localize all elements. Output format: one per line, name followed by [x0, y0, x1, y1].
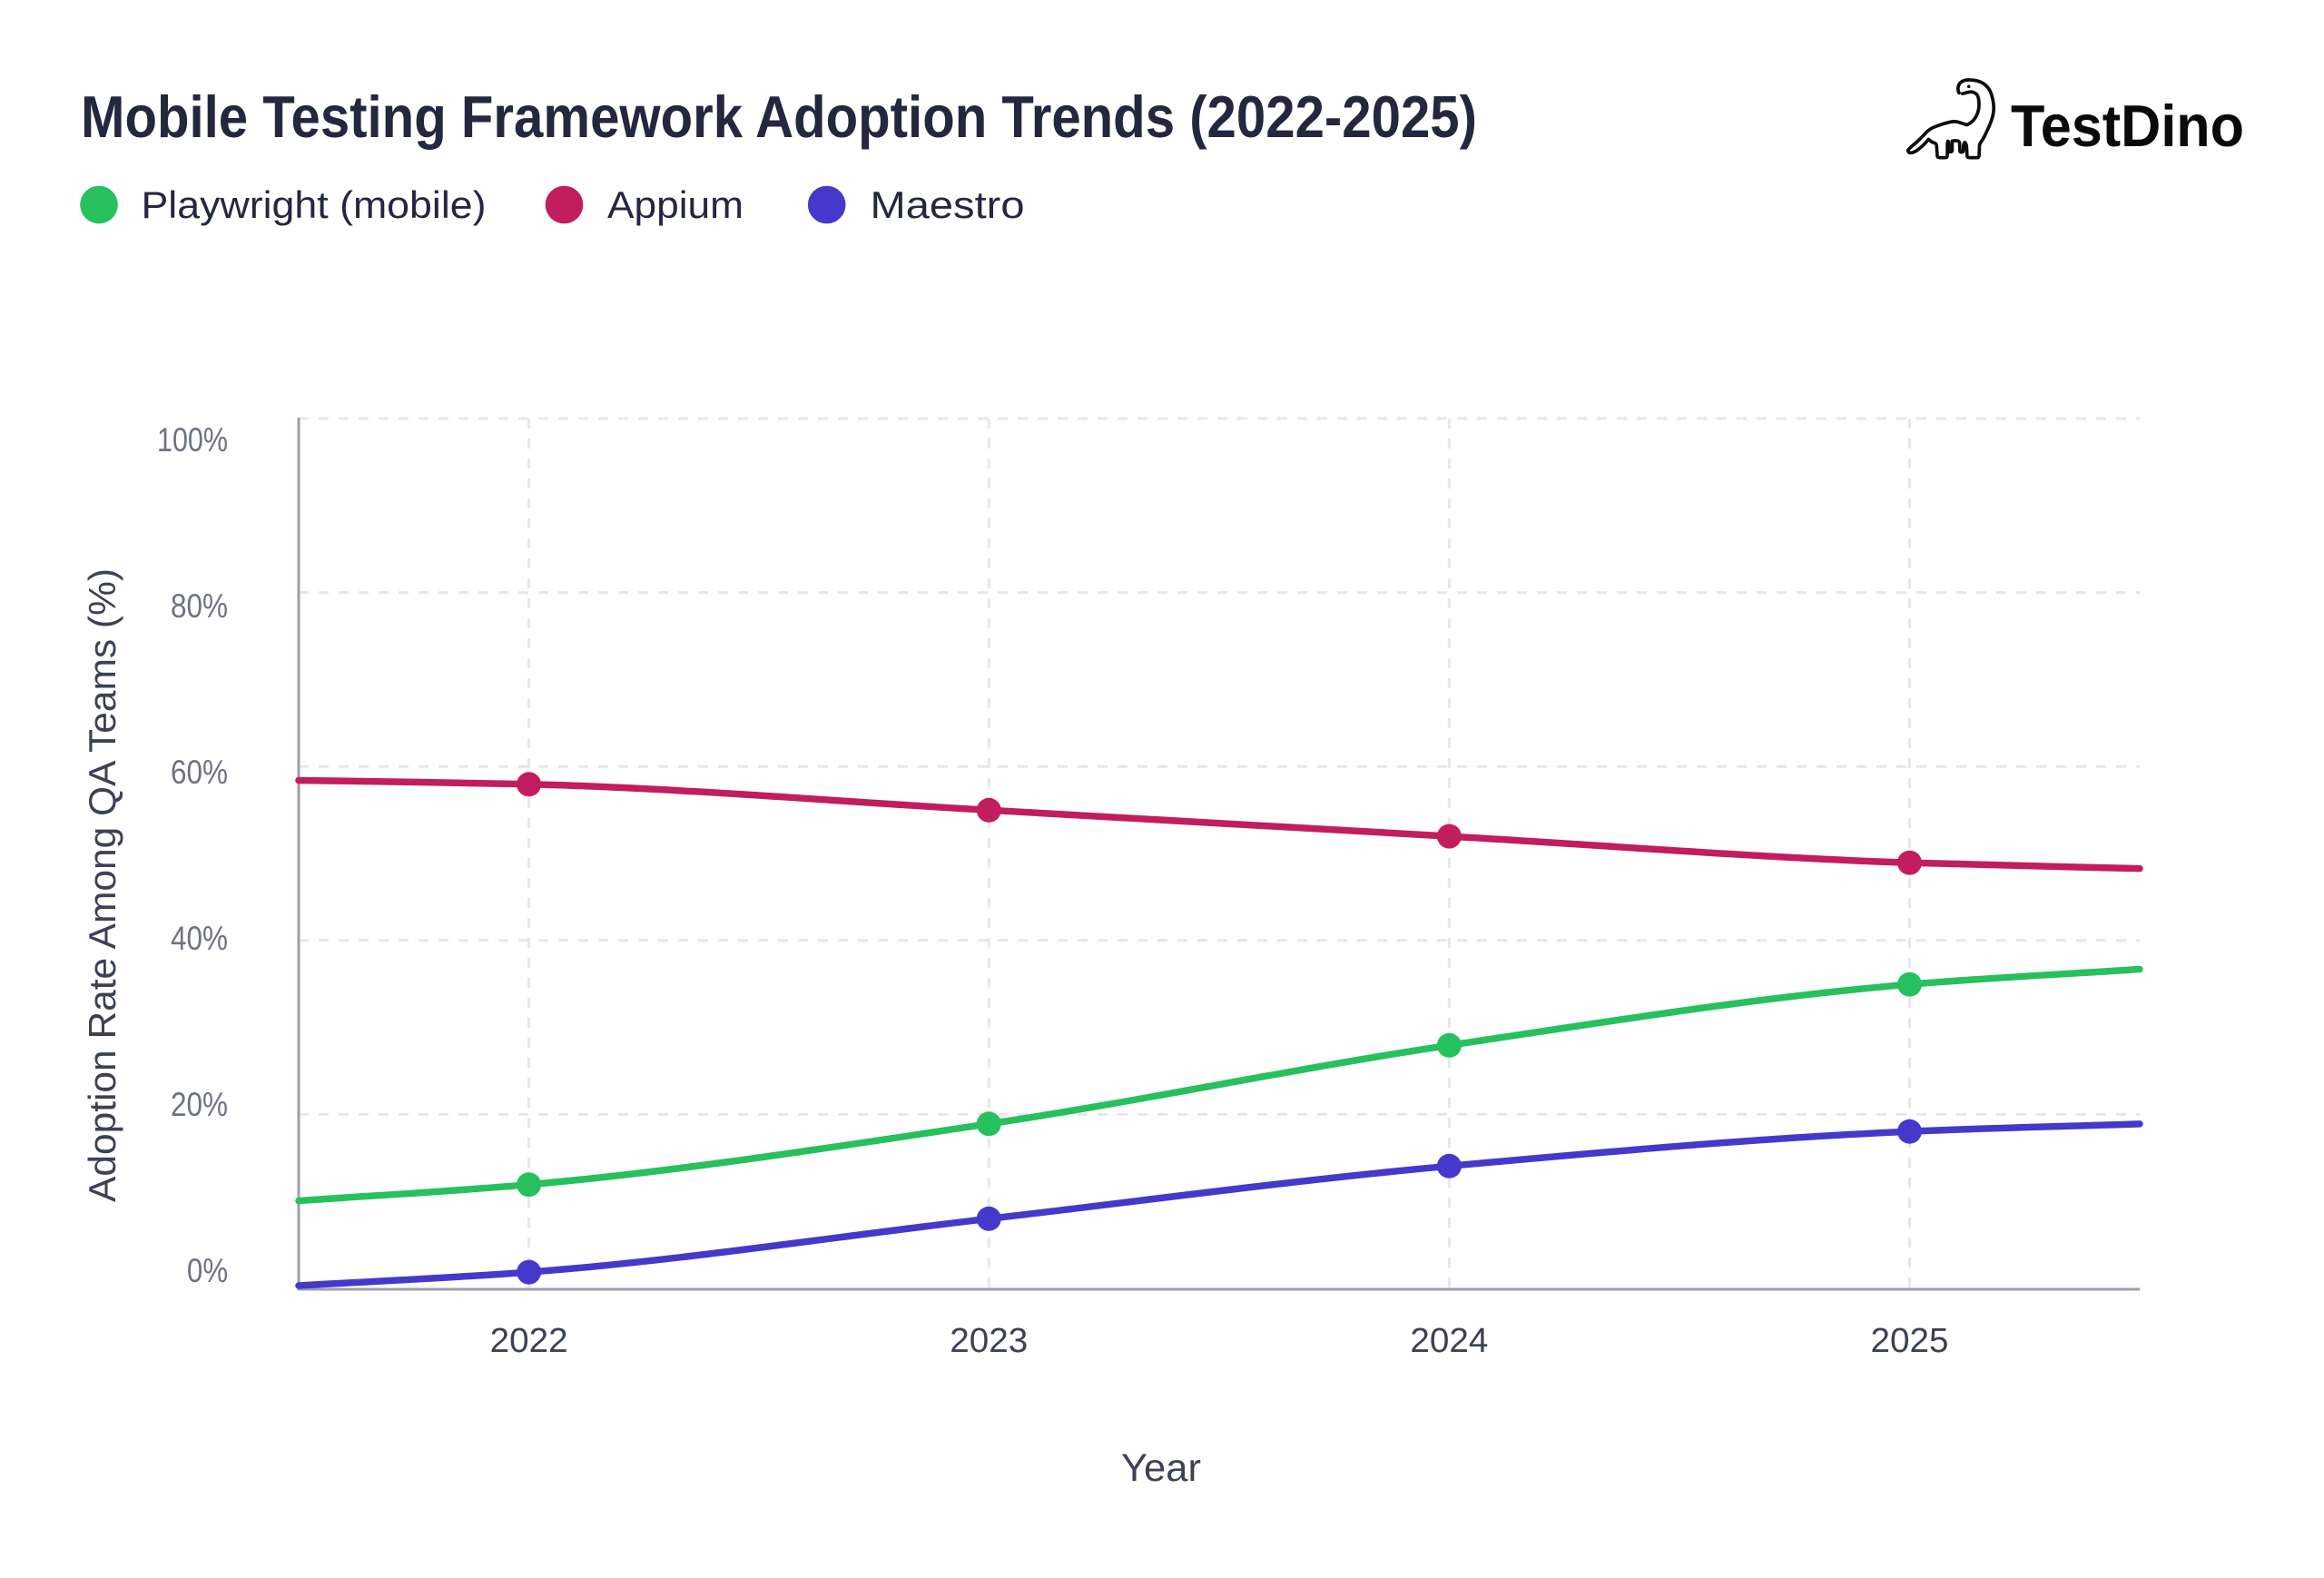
svg-text:Playwright (mobile): Playwright (mobile) — [142, 183, 487, 226]
svg-text:2022: 2022 — [490, 1322, 568, 1360]
svg-text:Maestro: Maestro — [871, 183, 1025, 226]
svg-text:20%: 20% — [171, 1086, 228, 1123]
svg-text:Appium: Appium — [607, 183, 743, 226]
svg-text:2025: 2025 — [1871, 1322, 1949, 1360]
svg-text:Year: Year — [1121, 1446, 1201, 1490]
svg-text:Mobile Testing Framework Adopt: Mobile Testing Framework Adoption Trends… — [81, 84, 1477, 150]
svg-text:Adoption Rate Among QA Teams (: Adoption Rate Among QA Teams (%) — [81, 568, 123, 1202]
svg-text:60%: 60% — [171, 754, 228, 791]
svg-text:2024: 2024 — [1410, 1322, 1488, 1360]
svg-text:0%: 0% — [187, 1252, 228, 1289]
svg-text:80%: 80% — [171, 587, 228, 625]
svg-text:40%: 40% — [171, 920, 228, 957]
svg-text:100%: 100% — [157, 421, 228, 459]
svg-text:2023: 2023 — [950, 1322, 1028, 1360]
svg-text:TestDino: TestDino — [2011, 93, 2244, 159]
